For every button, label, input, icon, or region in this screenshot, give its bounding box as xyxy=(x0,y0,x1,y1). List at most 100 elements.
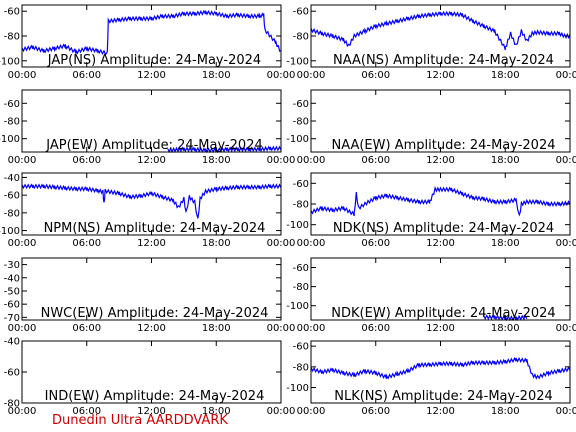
y-tick-label: -80 xyxy=(4,32,20,43)
y-tick-label: -60 xyxy=(4,191,20,202)
x-tick-label: 18:00 xyxy=(202,238,231,249)
panel-title: NWC(EW) Amplitude: 24-May-2024 xyxy=(41,306,269,321)
x-tick-label: 18:00 xyxy=(202,406,231,417)
y-tick-label: -50 xyxy=(4,286,20,297)
x-tick-label: 00:00 xyxy=(556,70,576,81)
chart-panel: -60 -80 -100 00:00 06:00 12:00 18:00 00:00 JAP(N… xyxy=(0,4,296,81)
x-tick-label: 06:00 xyxy=(72,155,101,166)
y-tick-label: -80 xyxy=(4,399,20,410)
x-tick-label: 18:00 xyxy=(491,155,520,166)
y-tick-label: -100 xyxy=(0,56,20,67)
y-tick-label: -100 xyxy=(0,226,20,237)
x-tick-label: 00:00 xyxy=(556,155,576,166)
x-tick-label: 00:00 xyxy=(8,238,37,249)
y-tick-label: -80 xyxy=(4,208,20,219)
panel-title: NAA(EW) Amplitude: 24-May-2024 xyxy=(331,138,555,153)
x-tick-label: 00:00 xyxy=(267,323,296,334)
x-tick-label: 12:00 xyxy=(426,155,455,166)
x-tick-label: 06:00 xyxy=(72,70,101,81)
chart-panel: -40-60-80-10000:0006:0012:0018:0000:00NP… xyxy=(0,172,296,249)
x-tick-label: 18:00 xyxy=(202,323,231,334)
chart-panel: -60-80-10000:0006:0012:0018:0000:00NAA(N… xyxy=(286,4,576,81)
x-tick-label: 12:00 xyxy=(137,238,166,249)
amplitude-series-line xyxy=(21,183,282,219)
x-tick-label: 06:00 xyxy=(361,406,390,417)
amplitude-series-line xyxy=(310,356,571,380)
x-tick-label: 18:00 xyxy=(202,155,231,166)
x-tick-label: 00:00 xyxy=(267,70,296,81)
x-tick-label: 06:00 xyxy=(72,323,101,334)
y-tick-label: -60 xyxy=(293,263,309,274)
x-tick-label: 12:00 xyxy=(426,323,455,334)
panel-title: NLK(NS) Amplitude: 24-May-2024 xyxy=(334,389,553,404)
x-tick-label: 12:00 xyxy=(137,155,166,166)
panel-title: JAP(NS) Amplitude: 24-May-2024 xyxy=(47,53,261,68)
panel-title: NDK(NS) Amplitude: 24-May-2024 xyxy=(333,221,554,236)
y-tick-label: -80 xyxy=(293,282,309,293)
x-tick-label: 18:00 xyxy=(491,70,520,81)
panel-title: NPM(NS) Amplitude: 24-May-2024 xyxy=(44,221,266,236)
x-tick-label: 12:00 xyxy=(137,406,166,417)
x-tick-label: 00:00 xyxy=(556,406,576,417)
y-tick-label: -60 xyxy=(293,99,309,110)
y-tick-label: -80 xyxy=(4,117,20,128)
panel-title: IND(EW) Amplitude: 24-May-2024 xyxy=(45,389,265,404)
x-tick-label: 18:00 xyxy=(491,238,520,249)
x-tick-label: 06:00 xyxy=(72,406,101,417)
x-tick-label: 00:00 xyxy=(267,238,296,249)
amplitude-series-line xyxy=(21,9,282,56)
x-tick-label: 00:00 xyxy=(297,238,326,249)
y-tick-label: -100 xyxy=(286,134,309,145)
x-tick-label: 12:00 xyxy=(426,406,455,417)
chart-panel: -60-80-10000:0006:0012:0018:0000:00NAA(E… xyxy=(286,89,576,166)
y-tick-label: -60 xyxy=(293,7,309,18)
x-tick-label: 12:00 xyxy=(137,323,166,334)
y-tick-label: -30 xyxy=(4,260,20,271)
x-tick-label: 06:00 xyxy=(361,323,390,334)
y-tick-label: -100 xyxy=(286,220,309,231)
x-tick-label: 06:00 xyxy=(361,238,390,249)
x-tick-label: 18:00 xyxy=(202,70,231,81)
x-tick-label: 18:00 xyxy=(491,406,520,417)
x-tick-label: 00:00 xyxy=(297,323,326,334)
y-tick-label: -70 xyxy=(4,313,20,324)
panel-title: JAP(EW) Amplitude: 24-May-2024 xyxy=(45,138,262,153)
y-tick-label: -40 xyxy=(4,337,20,348)
y-tick-label: -40 xyxy=(4,273,20,284)
x-tick-label: 00:00 xyxy=(8,70,37,81)
x-tick-label: 00:00 xyxy=(8,406,37,417)
amplitude-series-line xyxy=(310,10,571,51)
x-tick-label: 06:00 xyxy=(361,155,390,166)
x-tick-label: 06:00 xyxy=(72,238,101,249)
x-tick-label: 18:00 xyxy=(491,323,520,334)
panel-title: NAA(NS) Amplitude: 24-May-2024 xyxy=(333,53,554,68)
x-tick-label: 00:00 xyxy=(297,406,326,417)
x-tick-label: 00:00 xyxy=(8,155,37,166)
x-tick-label: 06:00 xyxy=(361,70,390,81)
y-tick-label: -60 xyxy=(293,342,309,353)
x-tick-label: 00:00 xyxy=(297,70,326,81)
amplitude-series-line xyxy=(310,185,571,217)
y-tick-label: -80 xyxy=(293,32,309,43)
y-tick-label: -80 xyxy=(293,117,309,128)
y-tick-label: -60 xyxy=(293,179,309,190)
y-tick-label: -60 xyxy=(4,99,20,110)
x-tick-label: 12:00 xyxy=(426,70,455,81)
x-tick-label: 00:00 xyxy=(297,155,326,166)
footer-credit: Dunedin Ultra AARDDVARK xyxy=(52,413,228,428)
x-tick-label: 00:00 xyxy=(556,323,576,334)
y-tick-label: -60 xyxy=(4,368,20,379)
x-tick-label: 00:00 xyxy=(267,406,296,417)
x-tick-label: 00:00 xyxy=(556,238,576,249)
amplitude-series-line xyxy=(167,145,282,154)
y-tick-label: -100 xyxy=(286,383,309,394)
y-tick-label: -40 xyxy=(4,173,20,184)
y-tick-label: -80 xyxy=(293,200,309,211)
x-tick-label: 12:00 xyxy=(426,238,455,249)
chart-panel: -60-80-10000:0006:0012:0018:0000:00NDK(E… xyxy=(286,257,576,334)
y-tick-label: -60 xyxy=(4,7,20,18)
chart-panel: -60-80-10000:0006:0012:0018:0000:00NLK(N… xyxy=(286,340,576,417)
